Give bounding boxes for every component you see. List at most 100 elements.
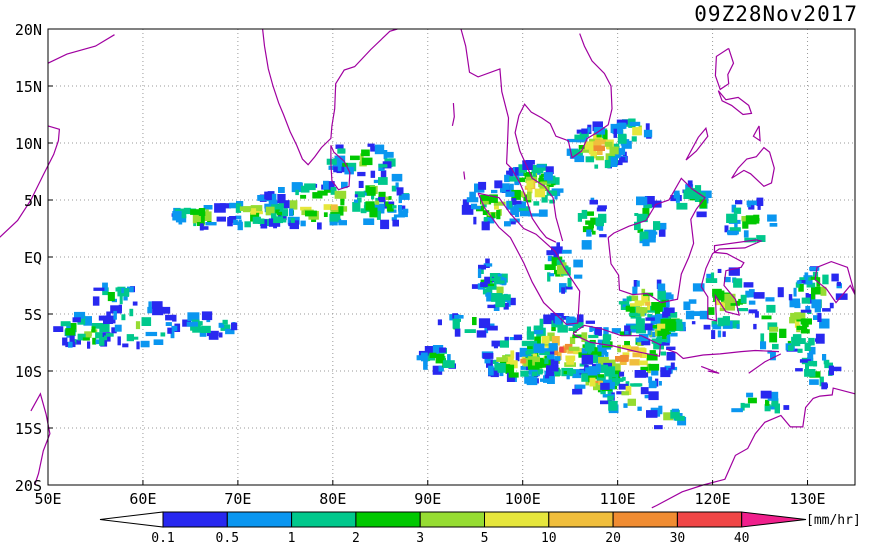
precip-cell xyxy=(375,200,380,205)
precip-cell xyxy=(454,328,461,337)
precip-cell xyxy=(597,141,602,146)
precip-cell xyxy=(632,127,642,136)
precip-cell xyxy=(725,295,734,300)
precip-cell xyxy=(93,287,105,291)
precip-cell xyxy=(337,161,342,172)
precip-cell xyxy=(508,372,519,378)
precip-cell xyxy=(331,210,341,214)
precip-cell xyxy=(506,170,512,175)
precip-cell xyxy=(538,182,543,188)
precip-cell xyxy=(611,328,621,334)
precip-cell xyxy=(616,119,628,125)
precip-cell xyxy=(754,311,759,318)
precip-cell xyxy=(426,353,431,362)
precip-cell xyxy=(646,353,658,361)
precip-cell xyxy=(639,360,648,366)
precip-cell xyxy=(520,366,528,370)
precip-cell xyxy=(520,370,529,377)
precip-cell xyxy=(638,333,649,342)
precip-cell xyxy=(822,274,829,285)
precip-cell xyxy=(670,362,675,370)
precip-cell xyxy=(201,325,211,333)
precip-cell xyxy=(264,203,270,209)
precip-cell xyxy=(665,321,677,331)
colorbar-swatch xyxy=(419,511,486,528)
precip-cell xyxy=(607,395,614,401)
precip-cell xyxy=(666,352,676,361)
precip-cell xyxy=(250,205,263,212)
precip-cell xyxy=(630,325,641,330)
coastlines xyxy=(0,28,856,509)
precip-cell xyxy=(401,193,410,200)
precip-cell xyxy=(568,346,580,351)
precip-cell xyxy=(796,325,808,330)
precip-cell xyxy=(615,356,623,362)
precip-cell xyxy=(580,148,592,153)
precip-cell xyxy=(798,283,804,292)
precip-cell xyxy=(392,205,397,209)
precip-cell xyxy=(584,141,596,150)
precip-cell xyxy=(600,400,612,405)
precip-cell xyxy=(489,194,498,203)
lon-tick-label: 50E xyxy=(34,490,61,508)
precip-cell xyxy=(644,196,655,206)
precip-cell xyxy=(596,150,603,155)
precip-cell xyxy=(521,340,534,347)
colorbar-label: 30 xyxy=(670,531,686,544)
precip-cell xyxy=(527,344,533,349)
precip-cell xyxy=(675,319,683,327)
precip-cell xyxy=(330,187,337,195)
precip-cell xyxy=(462,199,469,209)
precip-cell xyxy=(633,280,638,290)
precip-cell xyxy=(82,337,90,341)
precip-cell xyxy=(554,356,561,361)
precip-cell xyxy=(126,334,134,342)
precip-cell xyxy=(617,134,627,144)
precip-cell xyxy=(198,208,206,216)
precip-cell xyxy=(509,337,518,341)
precip-cell xyxy=(740,294,747,304)
precip-cell xyxy=(338,206,344,216)
precip-cell xyxy=(767,322,778,330)
precip-cell xyxy=(631,136,637,142)
precip-cell xyxy=(172,211,182,221)
precip-cell xyxy=(624,341,630,346)
precip-cell xyxy=(603,327,609,336)
precip-cell xyxy=(655,313,663,319)
precip-cell xyxy=(107,292,115,302)
colorbar-unit: [mm/hr] xyxy=(806,513,861,528)
precip-cell xyxy=(593,351,602,357)
precip-cell xyxy=(111,327,117,334)
precip-cell xyxy=(599,234,607,238)
precip-cell xyxy=(391,185,397,192)
precip-cell xyxy=(495,297,506,308)
precip-cell xyxy=(549,360,555,368)
precip-cell xyxy=(114,324,122,332)
precip-cell xyxy=(549,199,555,204)
precip-cell xyxy=(123,288,130,297)
precip-cell xyxy=(819,318,830,329)
precip-cell xyxy=(796,280,802,284)
precip-cell xyxy=(373,179,381,184)
precip-cell xyxy=(608,369,612,375)
precip-cell xyxy=(753,292,765,299)
precip-cell xyxy=(636,196,648,206)
precip-cell xyxy=(630,303,642,307)
precip-cell xyxy=(557,324,568,333)
precip-cell xyxy=(805,293,809,299)
colorbar-low-arrow xyxy=(99,511,164,528)
coastline xyxy=(607,177,706,304)
precip-cell xyxy=(489,273,501,280)
precip-cell xyxy=(666,346,676,350)
precip-cell xyxy=(717,268,722,273)
precip-cell xyxy=(717,330,722,338)
precip-cell xyxy=(478,264,486,270)
precip-cell xyxy=(597,205,607,210)
precip-cell xyxy=(476,330,487,338)
precip-cell xyxy=(657,336,668,343)
precip-cell xyxy=(509,201,513,208)
precip-cell xyxy=(396,187,404,196)
precip-cell xyxy=(69,335,75,345)
precip-cell xyxy=(62,337,68,346)
precip-cell xyxy=(608,400,618,411)
